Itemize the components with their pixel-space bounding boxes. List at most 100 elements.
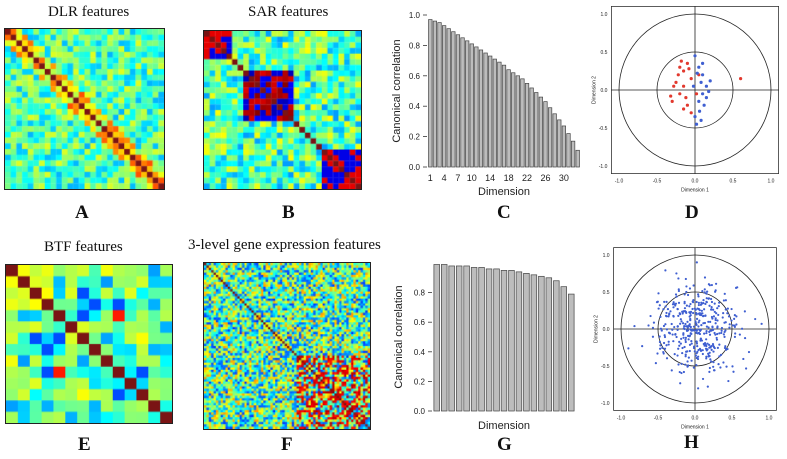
point-H-blue-407	[709, 297, 713, 301]
point-H-blue-343	[682, 336, 685, 339]
point-H-blue-278	[711, 325, 714, 329]
bar-G-18	[560, 286, 567, 412]
point-H-blue-15	[666, 308, 670, 311]
point-D-red-13	[687, 67, 691, 71]
point-H-blue-334	[627, 347, 630, 350]
point-H-blue-0	[707, 320, 710, 323]
bar-G-3	[448, 265, 455, 412]
point-H-blue-172	[705, 292, 708, 295]
point-H-blue-405	[676, 325, 679, 328]
point-H-blue-38	[684, 322, 687, 326]
point-H-blue-187	[694, 354, 697, 357]
point-H-blue-165	[702, 299, 705, 302]
gene-expression-heatmap	[203, 262, 371, 430]
point-H-blue-93	[706, 290, 709, 293]
point-H-blue-60	[677, 347, 680, 350]
xtick-label-D: 0.0	[692, 179, 699, 185]
point-D-blue-5	[701, 92, 705, 96]
point-H-blue-356	[675, 335, 678, 339]
point-H-blue-220	[681, 351, 684, 355]
point-H-blue-106	[703, 291, 706, 294]
point-H-blue-246	[702, 342, 705, 346]
point-H-blue-146	[698, 332, 702, 336]
bar-C-19	[511, 72, 516, 168]
point-H-blue-339	[657, 307, 660, 310]
point-H-blue-309	[697, 312, 700, 315]
point-H-blue-315	[709, 346, 712, 349]
point-H-blue-392	[715, 336, 718, 340]
bar-G-19	[568, 293, 575, 412]
point-H-blue-131	[689, 302, 692, 306]
xtick-label-C: 22	[522, 173, 532, 183]
point-H-blue-89	[691, 307, 694, 311]
point-H-blue-273	[698, 309, 701, 312]
ylabel-G: Canonical correlation	[393, 285, 405, 388]
point-H-blue-59	[732, 370, 735, 373]
point-H-blue-388	[681, 346, 684, 350]
point-H-blue-7	[673, 325, 676, 329]
point-H-blue-121	[697, 301, 700, 304]
xtick-label-C: 10	[467, 173, 477, 183]
chart-h: -1.0 -0.5 0.0 0.5 1.0 -1.0 -0.5 0.0 0.5 1.0 Dimens…	[594, 247, 777, 430]
bar-C-7	[455, 34, 461, 168]
point-H-blue-166	[697, 303, 700, 307]
point-H-blue-314	[705, 331, 708, 335]
point-H-blue-130	[663, 347, 667, 350]
point-H-blue-100	[690, 342, 693, 345]
point-H-blue-289	[711, 329, 714, 332]
point-H-blue-160	[720, 329, 723, 332]
ytick-label-G: 0.8	[414, 289, 426, 298]
point-H-blue-259	[712, 308, 715, 311]
point-H-blue-91	[679, 318, 682, 321]
point-H-blue-288	[684, 340, 687, 344]
panel-e-title: BTF features	[44, 239, 123, 255]
point-H-blue-393	[692, 284, 695, 287]
point-H-blue-27	[688, 305, 691, 308]
point-H-blue-417	[703, 276, 707, 279]
point-H-blue-255	[682, 370, 686, 374]
xtick-label-H: 0.0	[692, 415, 699, 421]
point-H-blue-341	[696, 350, 699, 353]
point-D-red-18	[694, 92, 699, 96]
bar-G-15	[538, 275, 545, 412]
point-H-blue-176	[680, 371, 683, 375]
xlabel-D: Dimension 1	[681, 188, 709, 194]
ytick-label-H: 0.0	[603, 327, 610, 333]
bar-C-18	[506, 69, 511, 168]
point-D-blue-1	[697, 65, 701, 69]
point-H-blue-262	[716, 319, 719, 322]
point-H-blue-58	[685, 311, 688, 314]
point-H-blue-177	[725, 348, 728, 351]
point-H-blue-47	[670, 369, 673, 372]
xtick-label-C: 4	[442, 173, 447, 183]
xtick-label-C: 1	[428, 173, 433, 183]
panel-b-title: SAR features	[248, 4, 329, 20]
point-D-red-11	[679, 59, 683, 63]
point-H-blue-318	[671, 328, 674, 331]
xtick-label-D: 0.5	[730, 179, 737, 185]
point-H-blue-360	[703, 288, 706, 291]
point-H-blue-308	[641, 345, 644, 348]
point-H-blue-414	[695, 329, 698, 332]
point-H-blue-145	[707, 326, 710, 329]
point-H-blue-67	[684, 277, 687, 281]
ytick-label-G: 0.6	[414, 318, 426, 327]
point-H-blue-97	[685, 290, 688, 294]
bar-C-12	[478, 49, 484, 168]
point-H-blue-337	[735, 323, 738, 326]
bar-G-12	[515, 271, 523, 412]
point-H-blue-260	[733, 314, 736, 317]
bar-C-26	[543, 101, 548, 168]
point-H-blue-364	[718, 355, 721, 358]
point-D-red-4	[678, 92, 682, 96]
bar-C-22	[524, 83, 530, 168]
point-D-red-14	[739, 77, 743, 81]
point-H-blue-366	[699, 303, 703, 306]
point-H-blue-310	[665, 311, 668, 315]
point-H-blue-138	[707, 352, 710, 355]
bar-C-5	[446, 28, 451, 168]
panel-f-title: 3-level gene expression features	[188, 237, 381, 253]
point-H-blue-362	[701, 377, 705, 381]
point-H-blue-372	[676, 328, 679, 332]
point-H-blue-271	[706, 385, 709, 388]
